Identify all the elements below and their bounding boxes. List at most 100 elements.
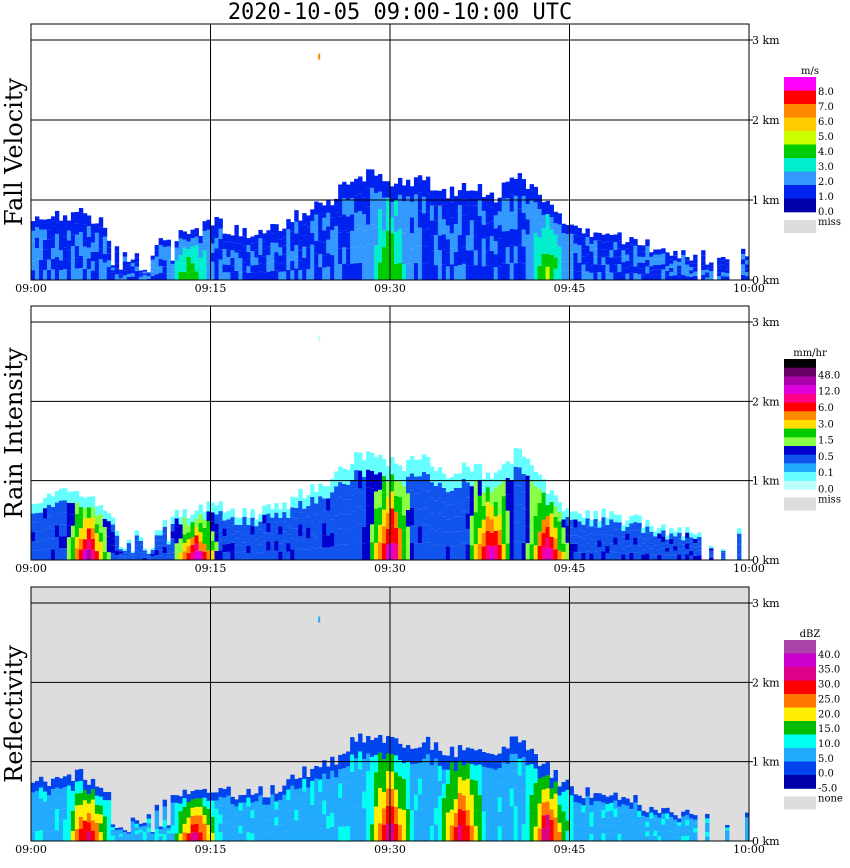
echo-cell [485, 753, 491, 768]
echo-cell [142, 278, 148, 280]
echo-cell [693, 267, 698, 272]
echo-cell [218, 540, 223, 551]
echo-cell [629, 821, 634, 829]
echo-cell [174, 273, 179, 280]
echo-cell [230, 242, 235, 251]
echo-cell [270, 822, 275, 832]
echo-cell [573, 817, 578, 826]
echo-cell [138, 536, 144, 541]
echo-cell [94, 551, 100, 560]
echo-cell [154, 804, 160, 811]
echo-cell [334, 486, 339, 501]
echo-cell [493, 812, 499, 827]
echo-cell [34, 550, 40, 560]
echo-cell [298, 777, 303, 789]
echo-cell [545, 200, 550, 215]
echo-cell [54, 830, 60, 841]
echo-cell [194, 815, 199, 824]
echo-cell [278, 824, 283, 833]
echo-cell [645, 273, 650, 280]
echo-cell [393, 755, 399, 773]
echo-cell [637, 804, 642, 811]
echo-cell [254, 519, 259, 527]
y-tick-label: 3 km [752, 316, 780, 329]
echo-cell [661, 554, 666, 560]
echo-cell [573, 252, 578, 262]
echo-cell [358, 488, 363, 507]
echo-cell [222, 797, 227, 807]
echo-cell [397, 497, 403, 513]
x-tick-label: 10:00 [733, 843, 765, 856]
echo-cell [721, 276, 726, 280]
echo-cell [533, 186, 538, 203]
echo-cell [154, 822, 160, 829]
echo-cell [206, 521, 211, 531]
echo-cell [218, 228, 223, 240]
echo-cell [581, 798, 586, 806]
echo-cell [641, 820, 646, 826]
echo-cell [38, 503, 44, 513]
echo-cell [413, 810, 419, 826]
echo-cell [637, 268, 642, 275]
echo-cell [609, 242, 614, 250]
echo-cell [609, 543, 614, 552]
echo-cell [54, 222, 60, 234]
echo-cell [673, 250, 678, 256]
echo-cell [689, 831, 694, 837]
echo-cell [605, 796, 610, 805]
echo-cell [90, 538, 96, 550]
echo-cell [134, 837, 140, 841]
legend-missing-swatch [784, 796, 816, 810]
echo-cell [549, 819, 554, 831]
echo-cell [142, 552, 148, 555]
echo-cell [521, 757, 527, 774]
echo-cell [98, 505, 104, 515]
echo-cell [86, 822, 92, 832]
echo-cell [529, 779, 534, 795]
echo-cell [134, 253, 140, 258]
echo-cell [322, 255, 327, 268]
echo-cell [669, 538, 674, 545]
echo-cell [146, 556, 152, 558]
echo-cell [378, 507, 383, 525]
echo-cell [461, 263, 467, 280]
echo-cell [641, 538, 646, 544]
echo-cell [721, 552, 726, 555]
echo-cell [234, 545, 239, 553]
echo-cell [354, 178, 359, 196]
echo-cell [302, 235, 307, 247]
echo-cell [350, 495, 355, 512]
echo-cell [541, 228, 546, 242]
echo-cell [390, 264, 395, 280]
echo-cell [469, 220, 475, 236]
echo-cell [565, 789, 570, 801]
echo-cell [569, 543, 574, 552]
echo-cell [557, 257, 562, 269]
echo-cell [653, 815, 658, 821]
echo-cell [142, 554, 148, 557]
echo-cell [294, 518, 299, 529]
isolated-echo [318, 53, 321, 60]
echo-cell [497, 499, 503, 515]
echo-cell [370, 243, 375, 262]
echo-cell [405, 509, 411, 527]
echo-cell [78, 231, 84, 244]
echo-cell [485, 797, 491, 812]
echo-cell [677, 543, 682, 550]
echo-cell [545, 227, 550, 241]
echo-cell [685, 825, 690, 831]
echo-cell [338, 769, 343, 784]
echo-cell [681, 544, 686, 549]
echo-cell [417, 794, 423, 810]
echo-cell [669, 259, 674, 264]
echo-cell [569, 270, 574, 280]
echo-cell [425, 823, 431, 841]
echo-cell [366, 753, 371, 771]
echo-cell [645, 836, 650, 841]
echo-cell [445, 198, 451, 212]
echo-cell [597, 825, 602, 834]
echo-cell [513, 788, 519, 807]
echo-cell [605, 811, 610, 819]
echo-cell [485, 767, 491, 783]
echo-cell [166, 833, 172, 836]
